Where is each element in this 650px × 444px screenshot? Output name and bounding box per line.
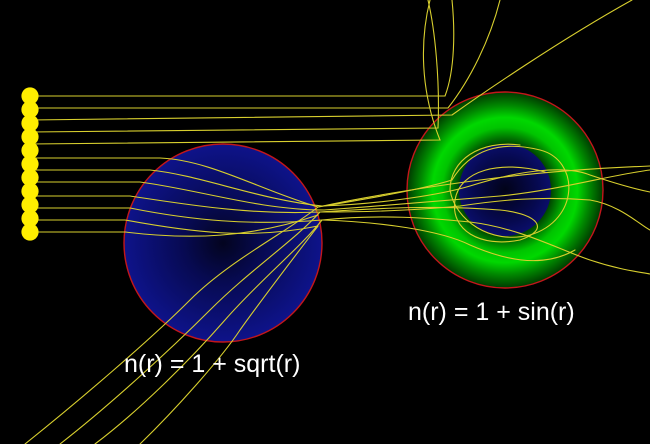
- ray: [29, 219, 319, 234]
- ray: [59, 211, 321, 444]
- lens-left: [123, 143, 323, 343]
- ray: [29, 169, 650, 207]
- emitter-dot: [21, 114, 39, 132]
- ray: [317, 165, 650, 208]
- ray: [29, 0, 633, 121]
- emitter-dot: [21, 196, 39, 214]
- ray: [29, 143, 570, 238]
- lens-right-core: [459, 144, 551, 236]
- ray: [29, 0, 441, 145]
- emitter-dot: [21, 182, 39, 200]
- ray: [29, 0, 439, 133]
- lens-right-label: n(r) = 1 + sin(r): [408, 298, 575, 326]
- ray: [321, 219, 576, 262]
- emitter-dot: [21, 209, 39, 227]
- lens-left-body: [123, 143, 323, 343]
- emitter-dot: [21, 128, 39, 146]
- ray: [29, 214, 319, 237]
- ray: [29, 0, 455, 97]
- ray: [94, 219, 323, 444]
- emitter-dot: [21, 155, 39, 173]
- light-rays: [24, 0, 650, 444]
- ray: [29, 169, 650, 211]
- lens-left-label: n(r) = 1 + sqrt(r): [124, 350, 301, 378]
- emitter-dot: [21, 223, 39, 241]
- emitter-dot: [21, 141, 39, 159]
- emitter-dot: [21, 87, 39, 105]
- ray: [29, 0, 501, 109]
- lens-right: [406, 91, 604, 289]
- ray: [29, 207, 650, 275]
- ray: [139, 225, 319, 444]
- emitter-dot: [21, 169, 39, 187]
- emitter-dot: [21, 101, 39, 119]
- ray: [24, 206, 319, 444]
- light-source: [21, 87, 39, 241]
- ray: [319, 166, 546, 243]
